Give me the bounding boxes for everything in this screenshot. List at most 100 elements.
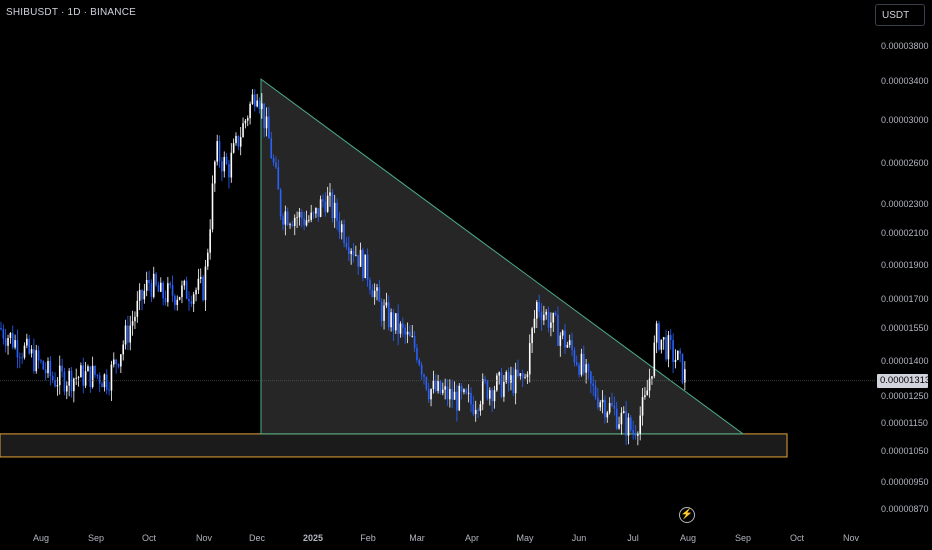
candle-body (510, 375, 512, 383)
candle-body (155, 273, 157, 285)
candle-body (597, 397, 599, 408)
candle-body (496, 375, 498, 391)
current-price-label: 0.00001313 (877, 374, 930, 388)
candle-body (604, 399, 606, 418)
candle-body (387, 302, 390, 328)
candle-body (465, 389, 468, 394)
candle-body (404, 327, 406, 335)
candle-body (568, 340, 571, 345)
candle-body (143, 290, 146, 300)
candle-body (37, 350, 40, 361)
candle-body (96, 374, 99, 376)
candle-body (230, 152, 233, 178)
candle-body (211, 183, 214, 230)
candle-body (383, 305, 385, 321)
candle-body (580, 353, 583, 375)
candle-body (258, 100, 261, 110)
candle-body (385, 302, 388, 306)
candle-body (575, 362, 578, 365)
candle-body (622, 411, 625, 413)
candle-body (538, 302, 540, 312)
candle-body (618, 424, 620, 429)
candle-body (677, 350, 679, 360)
candle-body (611, 403, 613, 406)
candle-body (340, 224, 343, 233)
lightning-icon[interactable]: ⚡ (679, 507, 695, 523)
candle-body (181, 285, 183, 298)
candle-body (291, 224, 294, 226)
candle-body (319, 199, 322, 217)
x-tick-label: Feb (360, 533, 376, 543)
candle-body (145, 280, 148, 291)
candle-body (138, 289, 141, 301)
candle-body (279, 189, 282, 217)
y-tick-label: 0.00001150 (881, 418, 928, 428)
candle-body (178, 297, 181, 300)
candle-body (54, 380, 56, 387)
candle-body (326, 195, 329, 212)
candle-body (152, 273, 155, 297)
candle-body (312, 212, 315, 214)
candle-body (190, 301, 193, 304)
candle-body (533, 318, 536, 329)
candle-body (66, 385, 68, 392)
candle-body (561, 330, 564, 336)
candle-body (26, 338, 28, 346)
x-tick-label: Nov (196, 533, 213, 543)
candle-body (592, 383, 594, 386)
candle-body (303, 218, 305, 226)
candle-body (665, 337, 667, 360)
y-tick-label: 0.00001050 (881, 446, 929, 456)
candle-body (651, 376, 653, 379)
candle-body (84, 371, 87, 386)
candle-body (105, 374, 108, 390)
candle-body (150, 283, 153, 297)
candle-body (545, 311, 547, 315)
candle-body (305, 220, 308, 226)
candle-body (89, 366, 92, 387)
candle-body (658, 323, 660, 350)
y-tick-label: 0.00001250 (881, 391, 929, 401)
candle-body (453, 391, 456, 400)
candle-body (296, 217, 298, 219)
candle-body (263, 103, 265, 129)
candle-body (439, 380, 442, 394)
candle-body (244, 120, 247, 124)
candle-body (164, 298, 167, 303)
candle-body (232, 143, 235, 153)
candle-body (91, 365, 94, 387)
candle-body (430, 389, 432, 400)
candle-body (585, 364, 587, 373)
candle-body (366, 254, 369, 281)
candle-body (451, 388, 453, 400)
candle-body (148, 280, 150, 284)
candle-body (169, 283, 171, 285)
candle-body (521, 373, 524, 378)
candle-body (489, 390, 491, 399)
candle-body (613, 405, 616, 409)
candle-body (531, 328, 533, 344)
candle-body (73, 378, 75, 392)
candle-body (550, 322, 552, 328)
candle-body (129, 325, 132, 343)
candle-body (19, 357, 21, 359)
candle-body (101, 383, 103, 388)
candle-body (425, 377, 428, 390)
candle-body (167, 283, 169, 303)
candle-body (117, 364, 120, 367)
candle-body (660, 339, 663, 350)
candle-body (662, 337, 665, 340)
candle-body (298, 211, 301, 218)
candle-body (357, 254, 359, 267)
candle-body (599, 402, 602, 408)
currency-button[interactable]: USDT (875, 4, 925, 26)
candle-body (498, 372, 500, 376)
candle-body (228, 163, 230, 178)
candle-body (655, 323, 658, 343)
candle-body (543, 314, 545, 321)
candle-body (390, 312, 392, 328)
candle-body (684, 369, 686, 383)
candle-body (519, 373, 522, 376)
candle-body (413, 335, 416, 348)
